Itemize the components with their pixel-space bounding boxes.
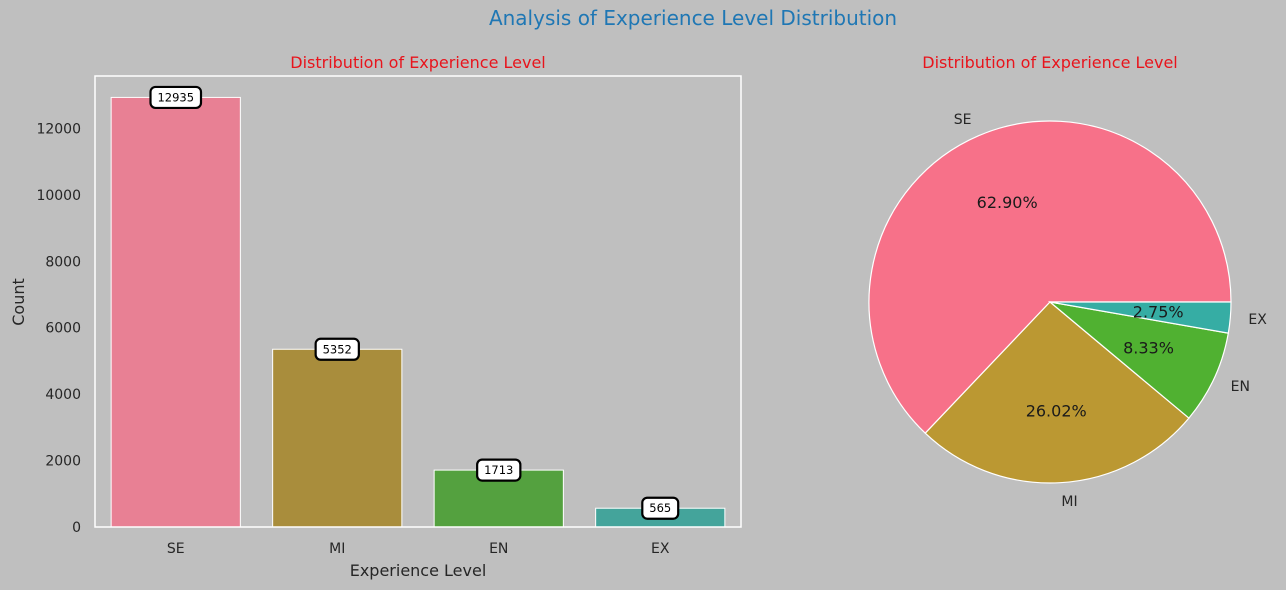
figure-title: Analysis of Experience Level Distributio… bbox=[488, 6, 898, 30]
bar-x-ticks: SE MI EN EX bbox=[167, 541, 670, 557]
bar-value-label: 12935 bbox=[157, 90, 194, 104]
pie-slice-se bbox=[868, 120, 1232, 435]
pie-slices bbox=[868, 120, 1232, 484]
pie-percent-labels: 62.90% 26.02% 8.33% 2.75% bbox=[977, 193, 1184, 420]
pie-chart-title: Distribution of Experience Level bbox=[922, 53, 1177, 72]
bar-value-label: 565 bbox=[649, 501, 671, 515]
pie-percent-label: 2.75% bbox=[1133, 302, 1184, 321]
bar-y-tick-label: 0 bbox=[72, 520, 81, 536]
bar-value-label: 5352 bbox=[323, 342, 352, 356]
pie-label: SE bbox=[954, 112, 972, 128]
pie-slice-mi bbox=[924, 301, 1190, 484]
bar-plot-frame bbox=[94, 75, 742, 528]
pie-percent-label: 8.33% bbox=[1123, 339, 1174, 358]
bar-x-tick-label: MI bbox=[329, 541, 345, 557]
pie-label: EN bbox=[1231, 379, 1250, 395]
pie-slice-en bbox=[1047, 301, 1229, 419]
bar-x-tick-label: EX bbox=[651, 541, 670, 557]
bar-value-label-box bbox=[314, 337, 360, 361]
bar-y-tick-label: 10000 bbox=[36, 188, 81, 204]
pie-labels: SE MI EN EX bbox=[954, 112, 1267, 510]
bar-value-labels: 12935 5352 1713 565 bbox=[149, 85, 680, 520]
bar-y-ticks: 0 2000 4000 6000 8000 10000 12000 bbox=[36, 121, 81, 536]
pie-label: EX bbox=[1248, 312, 1267, 328]
bar-value-label-box bbox=[476, 458, 522, 482]
bar-y-tick-label: 2000 bbox=[45, 454, 81, 470]
bar-x-tick-label: EN bbox=[489, 541, 508, 557]
bar-y-tick-label: 6000 bbox=[45, 321, 81, 337]
bar-x-axis-label: Experience Level bbox=[350, 561, 487, 580]
bar-se bbox=[110, 96, 241, 528]
bar-chart-title: Distribution of Experience Level bbox=[290, 53, 545, 72]
pie-chart: Distribution of Experience Level SE MI EN E… bbox=[868, 53, 1267, 510]
bar-value-label: 1713 bbox=[484, 463, 513, 477]
bar-y-tick-label: 12000 bbox=[36, 121, 81, 137]
pie-percent-label: 62.90% bbox=[977, 193, 1038, 212]
bar-value-label-box bbox=[149, 85, 203, 110]
bar-chart: Distribution of Experience Level 0 2000 40… bbox=[9, 53, 742, 580]
pie-label: MI bbox=[1061, 494, 1077, 510]
bar-value-label-box bbox=[641, 496, 680, 520]
pie-slice-ex bbox=[1049, 301, 1232, 334]
bar-marks bbox=[110, 96, 726, 528]
bar-mi bbox=[272, 348, 403, 528]
bar-y-axis-label: Count bbox=[9, 278, 28, 326]
bar-y-tick-label: 8000 bbox=[45, 254, 81, 270]
bar-y-tick-label: 4000 bbox=[45, 387, 81, 403]
pie-percent-label: 26.02% bbox=[1026, 401, 1087, 420]
bar-x-tick-label: SE bbox=[167, 541, 185, 557]
